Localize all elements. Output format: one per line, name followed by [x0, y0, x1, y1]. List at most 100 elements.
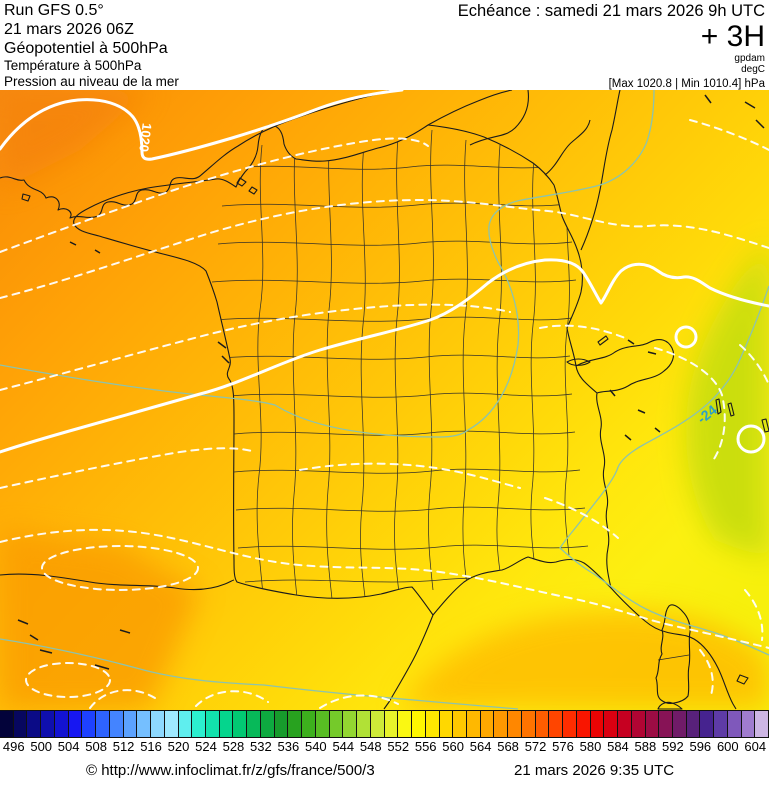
colorbar-cell: [658, 710, 673, 738]
colorbar-tick-label: 548: [359, 739, 382, 754]
colorbar-cell: [699, 710, 715, 738]
colorbar-cell: [232, 710, 248, 738]
colorbar-cell: [12, 710, 28, 738]
colorbar-cell: [136, 710, 152, 738]
colorbar-tick-label: 544: [332, 739, 355, 754]
isobar-1020-line: [0, 90, 404, 161]
colorbar-tick-label: 508: [85, 739, 107, 754]
footer: © http://www.infoclimat.fr/z/gfs/france/…: [0, 756, 769, 786]
isobar-1020-label: 1020: [136, 122, 154, 153]
colorbar-cell: [40, 710, 55, 738]
colorbar-cell: [81, 710, 97, 738]
colorbar-cell: [493, 710, 509, 738]
model-run-title: Run GFS 0.5°: [4, 2, 104, 19]
colorbar-cell: [479, 710, 495, 738]
colorbar-cell: [411, 710, 426, 738]
colorbar-tick-label: 520: [167, 739, 190, 754]
colorbar-cell: [397, 710, 413, 738]
colorbar-cell: [685, 710, 701, 738]
colorbar-cell: [67, 710, 83, 738]
colorbar-tick-label: 564: [469, 739, 492, 754]
colorbar-cell: [246, 710, 261, 738]
param-geopotential: Géopotentiel à 500hPa: [4, 40, 168, 57]
colorbar-cell: [191, 710, 207, 738]
colorbar-cell: [369, 710, 385, 738]
colorbar-cell: [548, 710, 564, 738]
colorbar-tick-label: 604: [744, 739, 767, 754]
model-run-date: 21 mars 2026 06Z: [4, 21, 134, 38]
colorbar-cell: [53, 710, 69, 738]
colorbar-cell: [150, 710, 165, 738]
benelux-borders: [469, 90, 591, 176]
colorbar-tick-label: 572: [524, 739, 547, 754]
colorbar-cell: [617, 710, 632, 738]
colorbar-tick-label: 528: [222, 739, 245, 754]
geopotential-fill: [0, 90, 769, 710]
colorbar-tick-label: 532: [250, 739, 272, 754]
colorbar-tick-label: 556: [414, 739, 437, 754]
colorbar-tick-label: 496: [2, 739, 25, 754]
england-coast: [0, 90, 391, 219]
lake-geneva: [566, 358, 591, 366]
corsica-department-line: [657, 654, 690, 661]
colorbar-labels: 496 500 504 508 512 516 520 524 528 532 536 540 544 5…: [0, 738, 769, 756]
isobar-solid-lines: [0, 90, 769, 454]
colorbar-tick-label: 504: [57, 739, 80, 754]
colorbar-cell: [328, 710, 344, 738]
spain-coast: [0, 573, 235, 591]
colorbar-tick-label: 592: [662, 739, 684, 754]
validity-block: Echéance : samedi 21 mars 2026 9h UTC + …: [458, 1, 765, 91]
colorbar-cell: [534, 710, 550, 738]
colorbar-cell: [26, 710, 42, 738]
isobar-ring-large: [736, 424, 766, 454]
isobar-ring-small: [674, 325, 698, 349]
department-boundaries: [211, 129, 589, 600]
colorbar-cell: [603, 710, 619, 738]
colorbar-cell: [644, 710, 660, 738]
colorbar-tick-label: 500: [30, 739, 53, 754]
forecast-step: + 3H: [700, 20, 765, 53]
rhine-germany: [580, 90, 621, 251]
colorbar-tick-label: 524: [195, 739, 217, 754]
colorbar-cell: [726, 710, 742, 738]
sardinia-tip: [657, 701, 683, 710]
colorbar-tick-label: 580: [579, 739, 602, 754]
generation-datetime: 21 mars 2026 9:35 UTC: [514, 762, 675, 779]
colorbar-tick-label: 588: [634, 739, 657, 754]
colorbar-cell: [287, 710, 303, 738]
colorbar-cell: [465, 710, 481, 738]
temp-contour-north: [0, 90, 655, 438]
colorbar-cell: [177, 710, 193, 738]
channel-islands: [236, 177, 258, 195]
colorbar-cell: [713, 710, 728, 738]
colorbar-cell: [630, 710, 646, 738]
colorbar-cell: [259, 710, 275, 738]
colorbar-cell: [0, 710, 14, 738]
colorbar-tick-label: 560: [442, 739, 465, 754]
colorbar-cell: [589, 710, 605, 738]
temp-contour-minus24: [559, 285, 769, 656]
colorbar-tick-label: 536: [277, 739, 300, 754]
colorbar-cell: [575, 710, 591, 738]
colorbar-tick-label: 600: [716, 739, 739, 754]
colorbar-cell: [163, 710, 179, 738]
colorbar-cell: [205, 710, 220, 738]
colorbar-cell: [218, 710, 234, 738]
swiss-border: [575, 339, 675, 394]
colorbar-cell: [452, 710, 467, 738]
colorbar-cell: [754, 710, 769, 738]
colorbar-cell: [356, 710, 371, 738]
isobar-central-line: [0, 258, 769, 454]
colorbar-tick-label: 584: [607, 739, 629, 754]
colorbar-tick-label: 540: [304, 739, 327, 754]
colorbar-tick-label: 552: [387, 739, 410, 754]
italy-coast: [610, 587, 737, 710]
header: Run GFS 0.5° 21 mars 2026 06Z Géopotenti…: [0, 0, 769, 90]
colorbar-cell: [383, 710, 399, 738]
colorbar-cell: [424, 710, 440, 738]
colorbar-cell: [273, 710, 289, 738]
alpine-lakes: [597, 335, 769, 685]
temperature-contours: [0, 90, 769, 710]
colorbar-cell: [122, 710, 138, 738]
model-info-block: Run GFS 0.5° 21 mars 2026 06Z Géopotenti…: [4, 1, 179, 89]
